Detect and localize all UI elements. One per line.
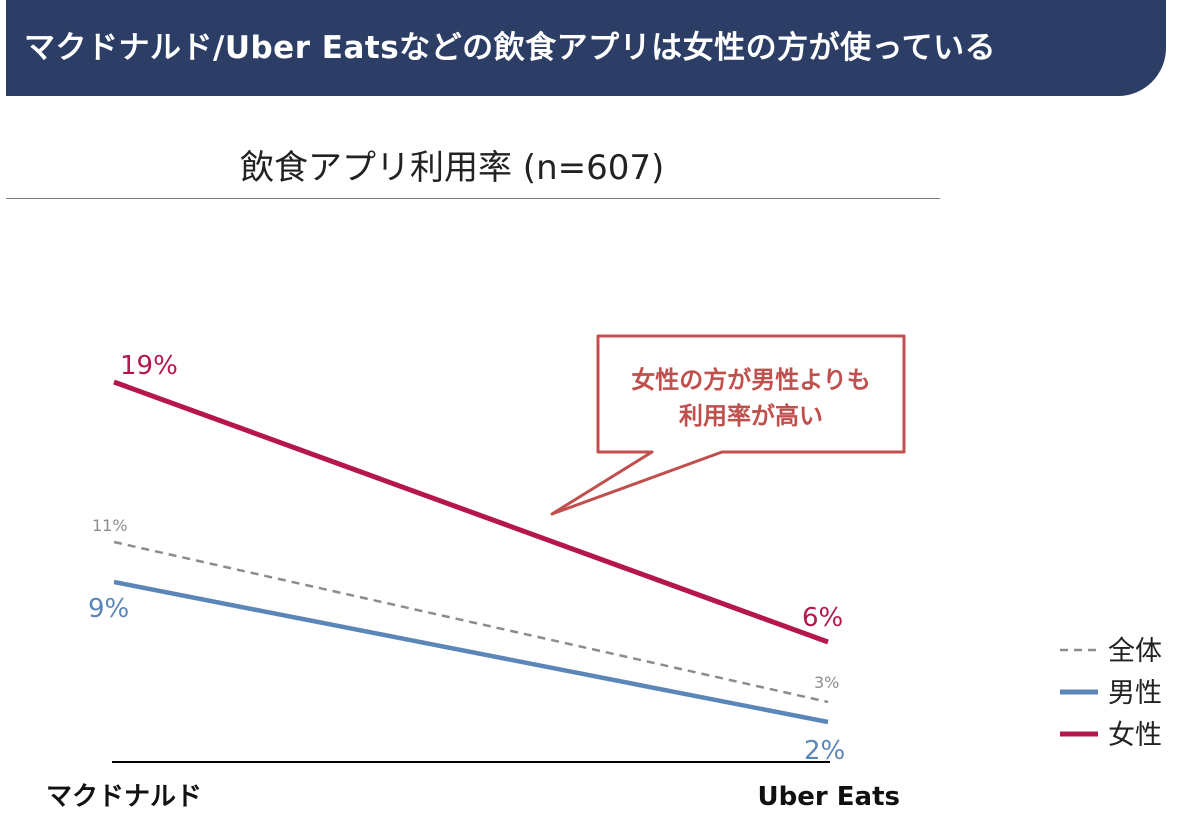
callout-line-2: 利用率が高い (679, 402, 823, 430)
chart-title: 飲食アプリ利用率 (n=607) (240, 148, 665, 188)
legend-label-1: 男性 (1108, 678, 1162, 709)
header-banner: マクドナルド/Uber Eatsなどの飲食アプリは女性の方が使っている (6, 0, 1166, 96)
title-divider (6, 198, 940, 199)
data-labels: 11% 3% 9% 2% 19% 6% (88, 351, 845, 766)
legend-label-2: 女性 (1108, 720, 1162, 751)
callout-bubble (550, 334, 906, 516)
category-label-0: マクドナルド (46, 782, 202, 812)
series-line-0 (113, 540, 829, 704)
data-label-0-1: 3% (814, 673, 839, 692)
series-line-2 (113, 379, 829, 645)
data-label-1-1: 2% (804, 736, 845, 766)
data-label-2-0: 19% (120, 351, 178, 381)
legend-label-0: 全体 (1108, 636, 1162, 667)
banner-title: マクドナルド/Uber Eatsなどの飲食アプリは女性の方が使っている (24, 30, 997, 66)
data-label-0-0: 11% (92, 516, 128, 535)
data-label-1-0: 9% (88, 594, 129, 624)
category-labels: マクドナルド Uber Eats (46, 782, 900, 812)
series-line-1 (113, 579, 829, 725)
callout: 女性の方が男性よりも 利用率が高い (550, 334, 906, 516)
data-label-2-1: 6% (802, 603, 843, 633)
callout-line-1: 女性の方が男性よりも (631, 366, 871, 394)
series-lines (113, 379, 829, 725)
category-label-1: Uber Eats (758, 782, 900, 812)
